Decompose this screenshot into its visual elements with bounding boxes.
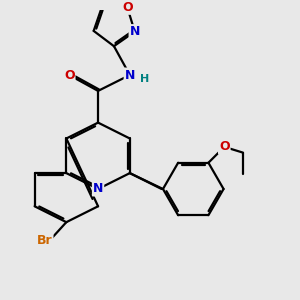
Text: O: O bbox=[122, 1, 133, 14]
Text: N: N bbox=[124, 68, 135, 82]
Text: Br: Br bbox=[37, 234, 52, 248]
Text: N: N bbox=[130, 25, 140, 38]
Text: N: N bbox=[93, 182, 103, 196]
Text: O: O bbox=[219, 140, 230, 153]
Text: O: O bbox=[64, 68, 74, 82]
Text: H: H bbox=[140, 74, 149, 84]
